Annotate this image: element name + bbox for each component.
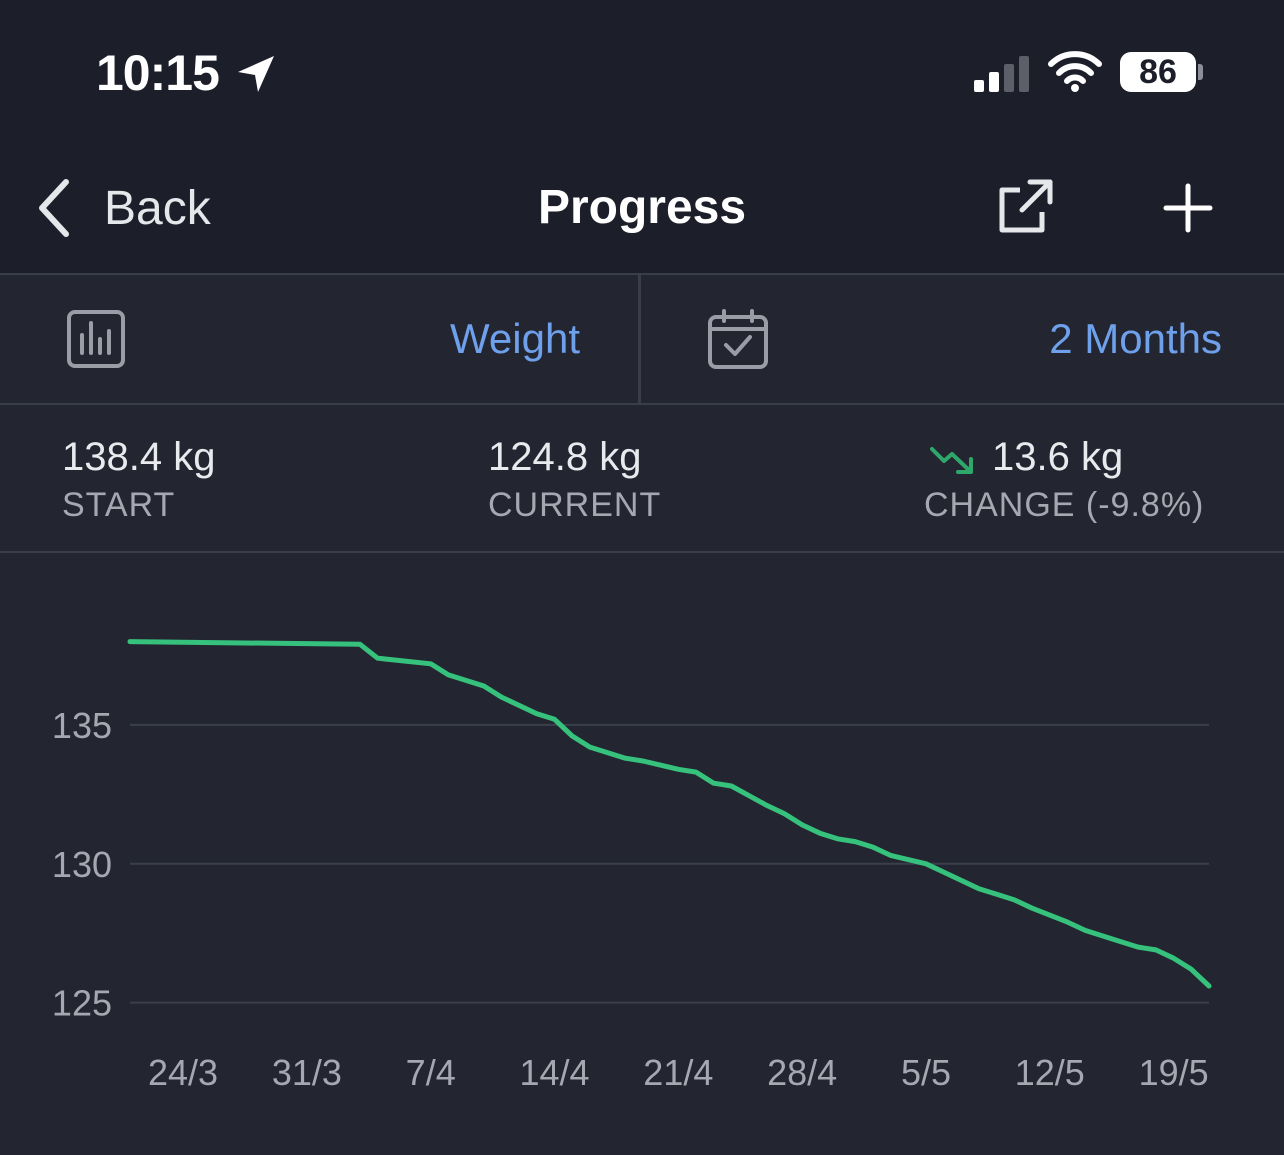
weight-chart-svg: 135 130 125 24/3 31/3 7/4 14/4 21/4 28/4 5/5 12/5 1…: [52, 639, 1212, 1093]
battery-level: 86: [1139, 53, 1177, 91]
x-tick-label: 21/4: [643, 1052, 713, 1093]
weight-series-line: [127, 639, 1212, 989]
selector-row: Weight 2 Months: [0, 275, 1284, 405]
status-time: 10:15: [96, 45, 220, 101]
y-tick-label: 135: [52, 705, 112, 746]
plus-icon[interactable]: [1162, 182, 1214, 234]
x-tick-label: 19/5: [1139, 1052, 1209, 1093]
stat-change: 13.6 kg CHANGE (-9.8%): [924, 435, 1204, 525]
location-arrow-icon: [238, 56, 274, 92]
selector-divider: [638, 275, 641, 403]
cellular-signal-icon: [974, 56, 1029, 92]
back-label: Back: [104, 181, 211, 235]
current-value: 124.8 kg: [488, 435, 642, 479]
range-selector[interactable]: 2 Months: [1049, 315, 1222, 362]
battery-icon: 86: [1120, 52, 1196, 92]
change-value: 13.6 kg: [992, 435, 1124, 479]
bar-chart-icon[interactable]: [66, 309, 126, 369]
x-tick-label: 31/3: [272, 1052, 342, 1093]
y-tick-label: 125: [52, 983, 112, 1024]
change-label: CHANGE (-9.8%): [924, 486, 1205, 524]
wifi-icon: [1048, 51, 1102, 92]
share-export-icon[interactable]: [996, 178, 1054, 236]
y-tick-label: 130: [52, 844, 112, 885]
battery-tip: [1198, 64, 1203, 80]
current-label: CURRENT: [488, 486, 662, 524]
x-tick-label: 14/4: [519, 1052, 589, 1093]
back-button[interactable]: Back: [34, 176, 211, 240]
start-label: START: [62, 486, 176, 524]
x-tick-label: 7/4: [406, 1052, 456, 1093]
trend-down-icon: [930, 447, 973, 474]
page-title: Progress: [537, 181, 747, 234]
x-tick-label: 28/4: [767, 1052, 837, 1093]
calendar-check-icon[interactable]: [706, 307, 770, 371]
x-tick-label: 5/5: [901, 1052, 951, 1093]
status-bar: 10:15 86: [0, 0, 1284, 140]
stat-current: 124.8 kg CURRENT: [488, 435, 661, 525]
stat-start: 138.4 kg START: [62, 435, 215, 525]
x-tick-label: 24/3: [148, 1052, 218, 1093]
start-value: 138.4 kg: [62, 435, 216, 479]
stats-row: 138.4 kg START 124.8 kg CURRENT 13.6 kg …: [0, 405, 1284, 553]
weight-chart: 135 130 125 24/3 31/3 7/4 14/4 21/4 28/4 5/5 12/5 1…: [0, 553, 1284, 1150]
x-tick-label: 12/5: [1015, 1052, 1085, 1093]
chevron-left-icon: [39, 179, 69, 237]
metric-selector[interactable]: Weight: [450, 315, 580, 362]
nav-bar: Back Progress: [0, 140, 1284, 275]
